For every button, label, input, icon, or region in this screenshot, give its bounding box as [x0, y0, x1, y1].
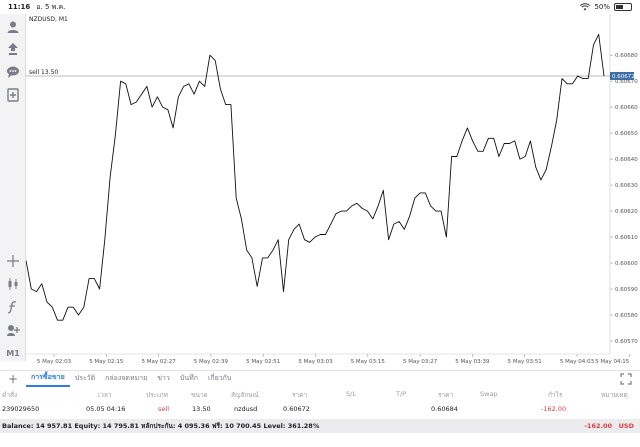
y-tick-label: 0.60670 — [615, 79, 638, 85]
row-current-price: 0.60684 — [431, 405, 458, 413]
x-tick-label: 5 May 03:39 — [455, 359, 490, 365]
wifi-icon — [580, 3, 591, 11]
terminal-tabs: + การซื้อขาย ประวัติ กล่องจดหมาย ข่าว บั… — [0, 370, 640, 387]
y-tick-label: 0.60640 — [615, 157, 638, 163]
row-order: 239029650 — [2, 405, 40, 413]
balance-total: -162.00 — [584, 422, 612, 430]
chat-icon[interactable] — [4, 63, 22, 81]
header-swap: Swap — [480, 390, 498, 398]
indicator-icon[interactable] — [4, 298, 22, 316]
chart-symbol-title: NZDUSD, M1 — [29, 16, 68, 23]
row-symbol: nzdusd — [234, 405, 258, 413]
timeframe-label: M1 — [6, 348, 20, 358]
row-volume: 13.50 — [192, 405, 211, 413]
tab-history[interactable]: ประวัติ — [74, 374, 96, 382]
x-tick-label: 5 May 03:51 — [508, 359, 542, 365]
table-row[interactable]: 239029650 05.05 04:16 sell 13.50 nzdusd … — [0, 403, 640, 417]
x-tick-label: 5 May 04:03 — [560, 359, 595, 365]
sell-line-label: sell 13.50 — [29, 69, 58, 76]
add-icon[interactable]: + — [7, 371, 19, 386]
candle-type-icon[interactable] — [4, 275, 22, 293]
battery-percent: 50% — [594, 3, 610, 11]
header-profit: กำไร — [548, 391, 563, 399]
y-tick-label: 0.60590 — [615, 287, 638, 293]
header-order: คำสั่ง — [2, 391, 18, 399]
header-comment: หมายเหตุ — [601, 391, 628, 399]
status-bar: 11:16 อ. 5 พ.ค. 50% — [0, 0, 640, 14]
x-tick-label: 5 May 02:39 — [194, 359, 229, 365]
balance-bar: Balance: 14 957.81 Equity: 14 795.81 หลั… — [0, 419, 640, 433]
header-symbol: สัญลักษณ์ — [231, 391, 259, 399]
trade-table-header: คำสั่ง เวลา ประเภท ขนาด สัญลักษณ์ ราคา S… — [0, 388, 640, 402]
trade-icon[interactable] — [4, 40, 22, 58]
battery-icon — [614, 3, 632, 11]
header-time: เวลา — [98, 391, 112, 399]
x-tick-label: 5 May 03:27 — [403, 359, 438, 365]
y-tick-label: 0.60600 — [615, 261, 638, 267]
price-chart[interactable]: 0.60680 0.60670 0.60660 0.60650 0.60640 0.606… — [26, 14, 640, 370]
y-tick-label: 0.60630 — [615, 183, 638, 189]
x-tick-label: 5 May 02:03 — [37, 359, 72, 365]
layout-icon[interactable] — [620, 373, 632, 385]
y-tick-label: 0.60570 — [615, 339, 638, 345]
y-tick-label: 0.60620 — [615, 209, 638, 215]
status-time: 11:16 — [8, 3, 31, 11]
crosshair-icon[interactable] — [4, 252, 22, 270]
current-price-tag: 0.60672 — [610, 71, 635, 80]
header-type: ประเภท — [146, 391, 168, 399]
row-time: 05.05 04:16 — [86, 405, 126, 413]
x-tick-label: 5 May 02:27 — [141, 359, 176, 365]
y-tick-label: 0.60660 — [615, 105, 638, 111]
chart-toolbar: M1 — [0, 14, 26, 361]
tab-mailbox[interactable]: กล่องจดหมาย — [105, 374, 148, 382]
tab-about[interactable]: เกี่ยวกับ — [207, 374, 232, 382]
row-type: sell — [158, 405, 169, 413]
balance-summary: Balance: 14 957.81 Equity: 14 795.81 หลั… — [2, 422, 320, 430]
header-price: ราคา — [292, 391, 308, 399]
status-date: อ. 5 พ.ค. — [36, 2, 66, 11]
header-sl: S/L — [346, 390, 356, 398]
x-tick-label: 5 May 03:15 — [351, 359, 386, 365]
row-profit: -162.00 — [541, 405, 567, 413]
objects-icon[interactable] — [4, 321, 22, 339]
timeframe-icon[interactable]: M1 — [4, 344, 22, 362]
y-tick-label: 0.60680 — [615, 53, 638, 59]
header-current-price: ราคา — [438, 391, 454, 399]
current-price-label: 0.60672 — [612, 74, 635, 80]
tab-news[interactable]: ข่าว — [157, 374, 170, 382]
new-order-icon[interactable] — [4, 86, 22, 104]
price-line — [26, 33, 605, 321]
balance-currency: USD — [618, 422, 634, 430]
y-tick-label: 0.60650 — [615, 131, 638, 137]
x-tick-label: 5 May 02:51 — [246, 359, 280, 365]
x-tick-label: 5 May 04:15 — [595, 359, 630, 365]
header-tp: T/P — [396, 390, 407, 398]
y-tick-label: 0.60610 — [615, 235, 638, 241]
account-icon[interactable] — [4, 18, 22, 36]
header-volume: ขนาด — [191, 391, 208, 399]
x-tick-label: 5 May 03:03 — [298, 359, 333, 365]
y-tick-label: 0.60580 — [615, 313, 638, 319]
tab-journal[interactable]: บันทึก — [179, 374, 198, 382]
x-tick-label: 5 May 02:15 — [89, 359, 124, 365]
row-price: 0.60672 — [283, 405, 310, 413]
tab-trade[interactable]: การซื้อขาย — [26, 371, 70, 387]
